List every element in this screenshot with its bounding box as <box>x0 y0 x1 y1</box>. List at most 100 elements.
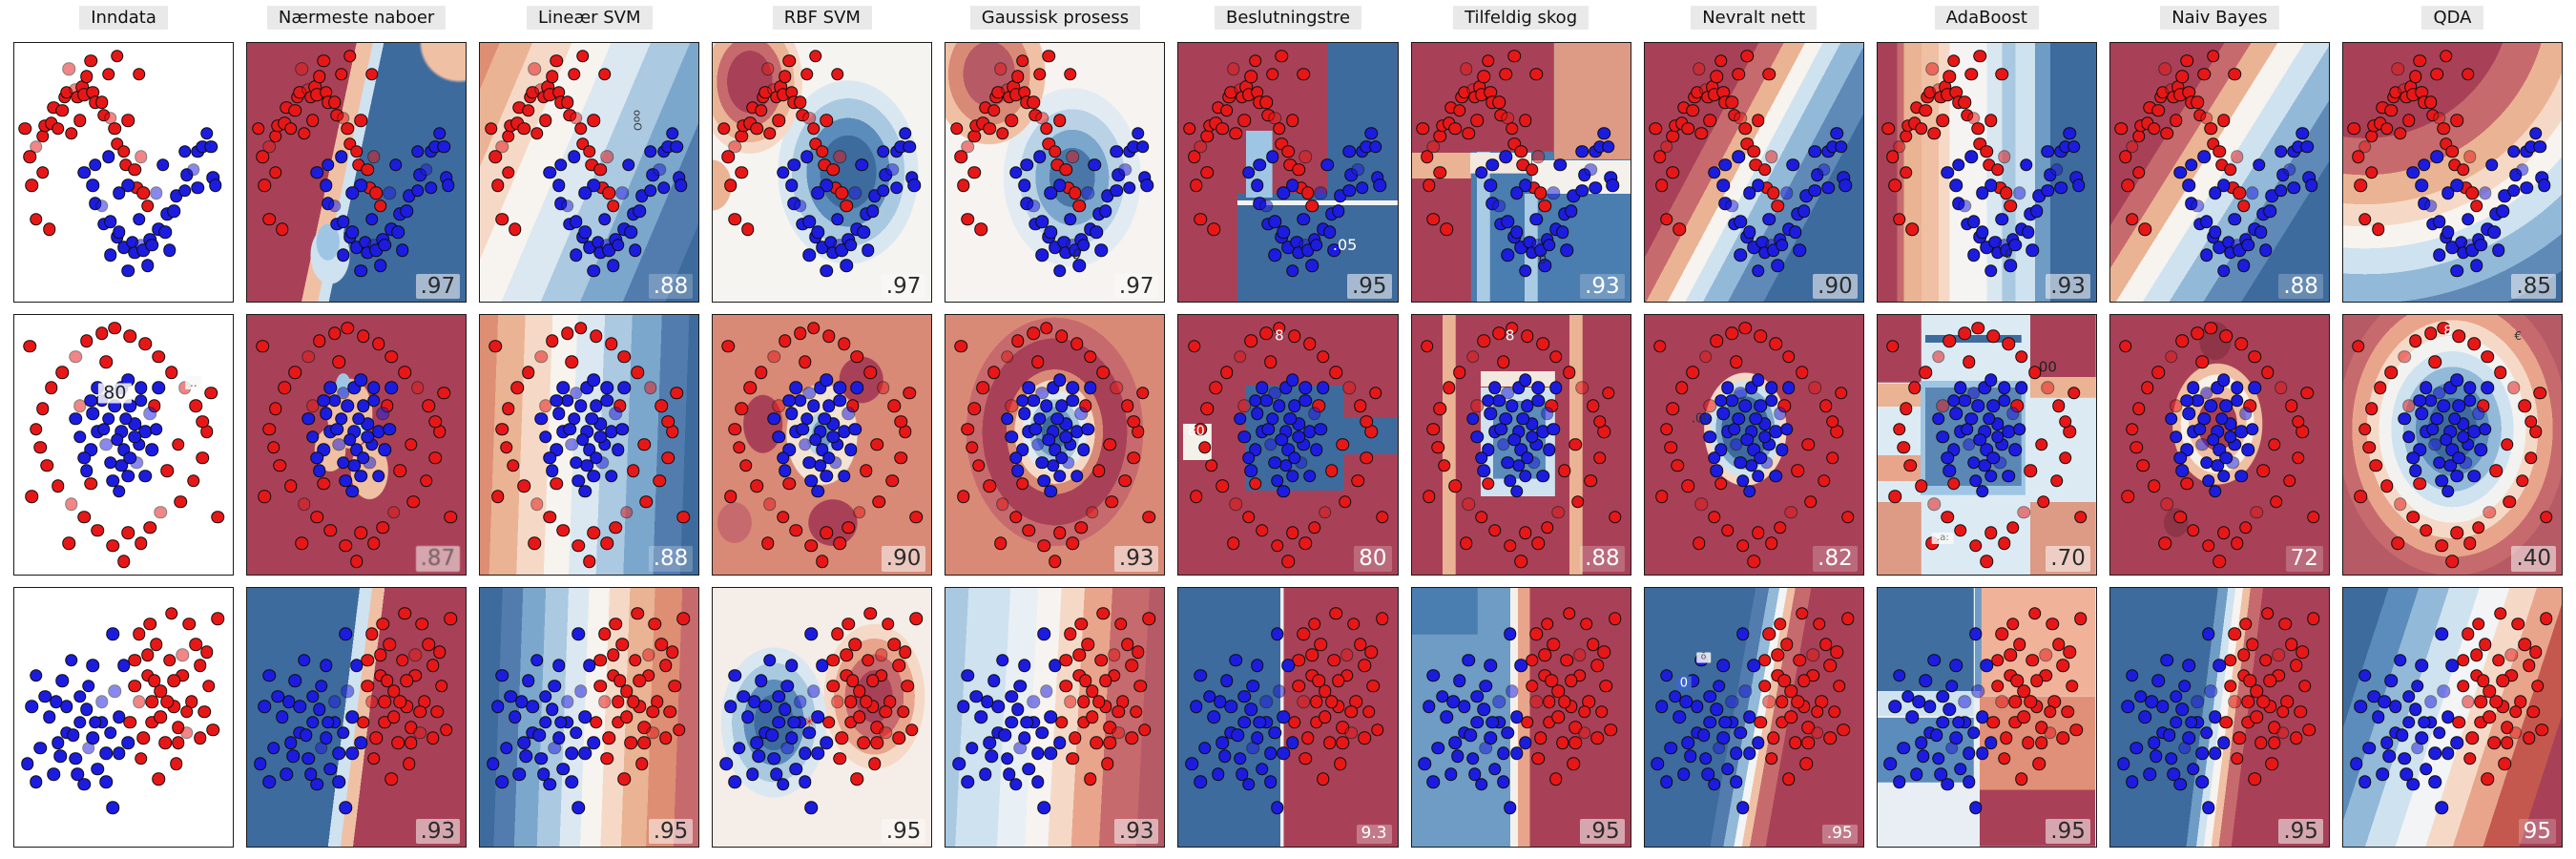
panel-title-label: Nevralt nett <box>1691 6 1818 30</box>
data-point-red <box>2384 366 2399 379</box>
data-point-red <box>1190 178 1203 192</box>
data-point-blue <box>2197 150 2212 164</box>
data-point-blue <box>1536 469 1549 483</box>
data-point-red <box>666 645 679 660</box>
data-point-blue <box>1942 464 1957 477</box>
data-point-red <box>1416 121 1429 136</box>
data-point-blue <box>2398 412 2411 426</box>
panel-linsep-adaboost: .95 <box>1876 586 2097 848</box>
panel-moons-lineaer-svm: .88 ooO <box>479 42 700 304</box>
data-point-blue <box>2169 689 2183 703</box>
data-point-red <box>1699 349 1713 364</box>
data-point-red <box>1762 627 1776 641</box>
data-point-blue <box>2212 659 2227 672</box>
data-point-blue <box>64 653 78 667</box>
data-point-blue <box>2396 728 2409 743</box>
data-point-red <box>269 165 282 179</box>
data-point-blue <box>2126 669 2139 682</box>
data-point-red <box>2230 751 2244 765</box>
data-point-red <box>73 114 87 128</box>
data-point-red <box>600 751 613 765</box>
data-point-blue <box>2025 243 2040 257</box>
noise-artifact-text: 8 <box>2443 323 2453 339</box>
data-point-blue <box>1246 742 1260 755</box>
data-point-red <box>84 54 97 68</box>
data-point-blue <box>857 225 871 239</box>
data-point-red <box>2289 731 2303 744</box>
data-point-blue <box>780 680 794 693</box>
data-point-red <box>899 645 912 660</box>
data-point-blue <box>99 775 113 788</box>
data-point-red <box>172 438 185 451</box>
data-point-blue <box>2506 145 2521 158</box>
data-point-red <box>1288 329 1301 343</box>
data-point-blue <box>82 742 95 755</box>
data-point-red <box>176 648 190 661</box>
data-point-red <box>1125 731 1138 744</box>
data-point-red <box>1098 674 1112 688</box>
data-point-blue <box>1919 674 1932 688</box>
data-point-red <box>798 355 812 368</box>
data-point-red <box>1319 505 1332 519</box>
data-point-red <box>1492 326 1506 341</box>
data-point-red <box>1830 645 1843 660</box>
data-point-blue <box>396 243 409 257</box>
data-point-blue <box>534 412 549 426</box>
data-point-red <box>1248 476 1262 491</box>
data-point-red <box>1567 757 1580 770</box>
data-point-blue <box>1936 430 1950 444</box>
panel-linsep-nevralt-nett: .95 0 ō <box>1643 586 1864 848</box>
data-point-blue <box>2067 139 2081 154</box>
data-point-red <box>521 103 535 117</box>
data-point-red <box>872 494 886 509</box>
data-point-red <box>2063 645 2077 660</box>
data-point-red <box>2307 612 2320 625</box>
data-point-red <box>1442 381 1456 395</box>
data-point-red <box>262 139 276 154</box>
data-point-blue <box>1020 157 1033 172</box>
data-point-red <box>794 326 807 341</box>
data-point-red <box>619 710 634 724</box>
data-point-blue <box>1018 178 1031 192</box>
data-point-red <box>1127 450 1141 465</box>
data-point-blue <box>1244 464 1257 477</box>
data-point-red <box>1285 114 1299 128</box>
data-point-red <box>2043 705 2057 719</box>
data-point-red <box>1881 121 1895 136</box>
data-point-blue <box>519 749 533 763</box>
data-point-red <box>2000 186 2013 200</box>
data-point-blue <box>624 225 637 239</box>
data-point-red <box>2528 645 2543 660</box>
data-point-red <box>1795 366 1809 379</box>
data-point-blue <box>1986 450 2000 465</box>
data-point-blue <box>1050 412 1064 426</box>
data-point-red <box>2472 521 2485 534</box>
data-point-blue <box>767 751 781 765</box>
data-point-red <box>1248 54 1262 68</box>
data-point-blue <box>495 775 509 788</box>
data-point-red <box>617 349 632 364</box>
data-point-blue <box>86 407 100 421</box>
data-point-blue <box>1966 386 1981 400</box>
data-point-red <box>140 199 155 213</box>
data-point-blue <box>2182 659 2196 672</box>
panel-title-inndata: Inndata <box>13 6 234 31</box>
data-point-red <box>831 67 844 81</box>
data-point-blue <box>374 259 387 273</box>
data-point-red <box>369 186 383 200</box>
data-point-red <box>1360 414 1374 429</box>
data-point-red <box>1448 121 1463 136</box>
data-point-blue <box>675 178 688 192</box>
data-point-red <box>1503 539 1517 553</box>
data-point-red <box>94 95 109 110</box>
data-point-red <box>1420 340 1434 353</box>
data-point-red <box>2037 494 2050 509</box>
data-point-blue <box>1499 150 1512 164</box>
data-point-red <box>2358 422 2372 436</box>
panel-title-nevralt-nett: Nevralt nett <box>1644 6 1864 31</box>
data-point-blue <box>424 181 438 195</box>
data-point-blue <box>2437 399 2451 413</box>
data-point-red <box>637 438 651 451</box>
data-point-red <box>1325 464 1339 477</box>
data-point-red <box>530 127 544 140</box>
